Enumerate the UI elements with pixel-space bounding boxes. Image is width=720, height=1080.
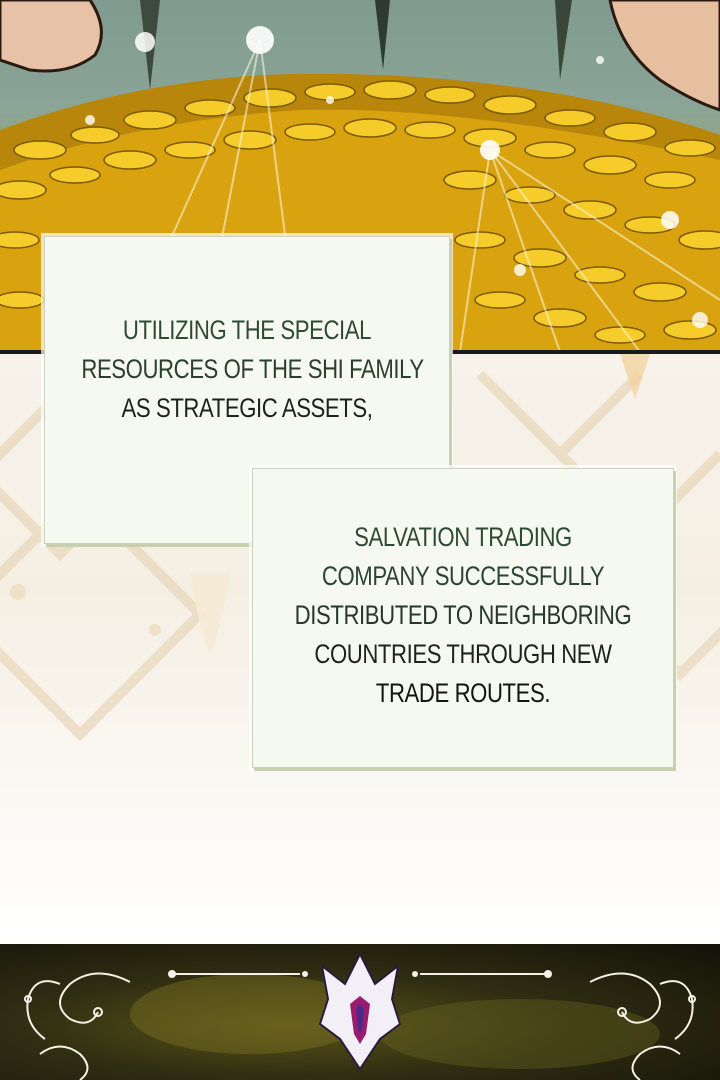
caption-1-line-2: RESOURCES OF THE SHI FAMILY (81, 353, 424, 384)
narration-caption-2: SALVATION TRADING COMPANY SUCCESSFULLY D… (252, 468, 674, 768)
crown-emblem-icon (318, 951, 402, 1071)
caption-2-line-3: DISTRIBUTED TO NEIGHBORING (294, 599, 632, 630)
ornament-panel (0, 944, 720, 1080)
caption-2-line-1: SALVATION TRADING (354, 521, 572, 552)
filigree-ornament-icon (24, 970, 696, 1080)
caption-2-line-2: COMPANY SUCCESSFULLY (321, 560, 605, 591)
caption-2-line-4: COUNTRIES THROUGH NEW (314, 638, 612, 669)
caption-1-line-1: UTILIZING THE SPECIAL (122, 314, 372, 345)
caption-1-line-3: AS STRATEGIC ASSETS, (121, 392, 373, 423)
caption-2-line-5: TRADE ROUTES. (375, 677, 551, 708)
